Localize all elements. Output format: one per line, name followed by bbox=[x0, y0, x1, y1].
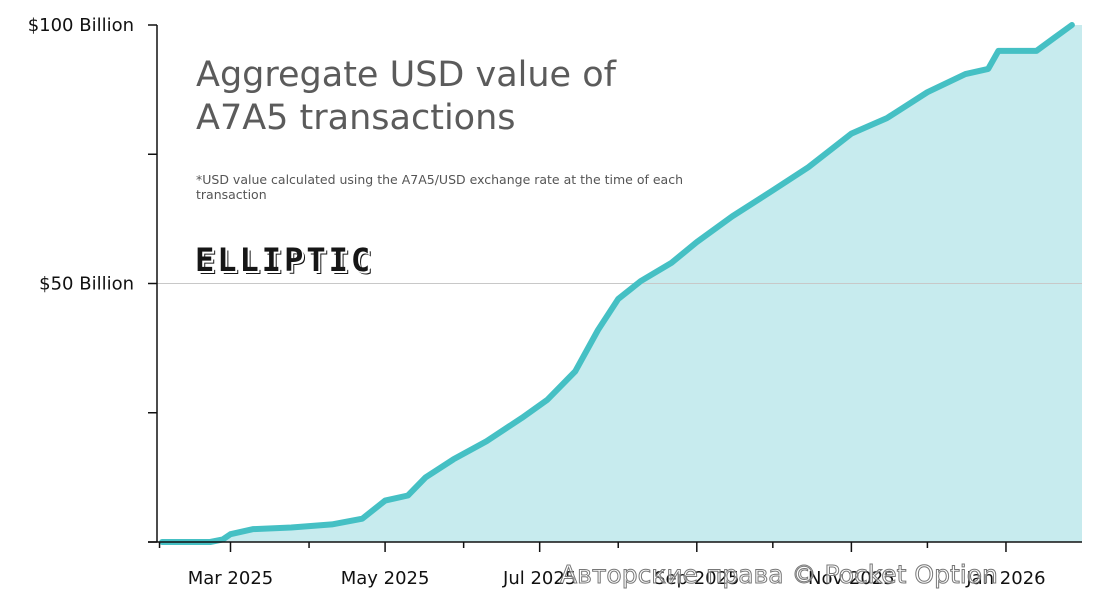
x-tick-label: Mar 2025 bbox=[188, 568, 274, 589]
watermark: Авторские права © Pocket Option bbox=[560, 560, 999, 590]
chart-title-line-1: Aggregate USD value of bbox=[196, 55, 616, 95]
x-tick-label: May 2025 bbox=[341, 568, 430, 589]
elliptic-logo: ELLIPTIC bbox=[195, 241, 374, 279]
y-tick-label: $50 Billion bbox=[39, 274, 134, 295]
chart-title-line-2: A7A5 transactions bbox=[196, 98, 516, 138]
x-tick-label: Sep 2025 bbox=[654, 568, 739, 589]
area-fill bbox=[162, 25, 1083, 542]
y-tick-label: $100 Billion bbox=[28, 15, 134, 36]
x-tick-label: Nov 2025 bbox=[808, 568, 895, 589]
x-tick-label: Jul 2025 bbox=[502, 568, 576, 589]
x-tick-label: Jan 2026 bbox=[965, 568, 1045, 589]
chart-footnote: *USD value calculated using the A7A5/USD… bbox=[196, 172, 683, 202]
